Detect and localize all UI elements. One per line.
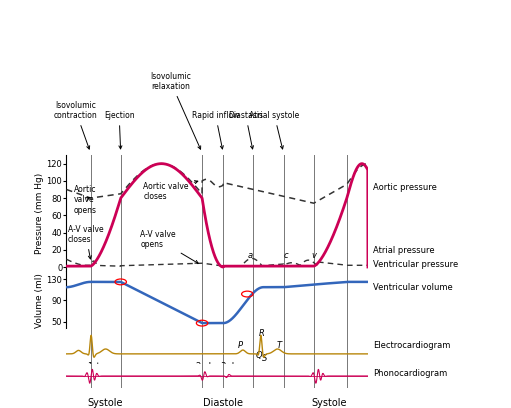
Text: Ventricular pressure: Ventricular pressure — [373, 260, 458, 269]
Y-axis label: Pressure (mm Hg): Pressure (mm Hg) — [35, 173, 44, 254]
Text: v: v — [312, 251, 317, 259]
Text: Systole: Systole — [88, 398, 123, 408]
Text: c: c — [283, 251, 288, 259]
Text: Systole: Systole — [311, 398, 346, 408]
Text: A-V valve
closes: A-V valve closes — [68, 224, 104, 259]
Text: Atrial systole: Atrial systole — [249, 111, 299, 149]
Y-axis label: Volume (ml): Volume (ml) — [35, 273, 43, 328]
Text: Ventricular volume: Ventricular volume — [373, 283, 453, 292]
Text: Q: Q — [255, 351, 262, 360]
Text: Diastole: Diastole — [203, 398, 243, 408]
Text: Atrial pressure: Atrial pressure — [373, 246, 435, 255]
Text: Aortic
valve
opens: Aortic valve opens — [74, 185, 97, 215]
Text: Rapid inflow: Rapid inflow — [192, 111, 239, 149]
Text: A-V valve
opens: A-V valve opens — [141, 230, 198, 263]
Text: T: T — [276, 341, 282, 350]
Text: Aortic valve
closes: Aortic valve closes — [143, 181, 198, 201]
Text: P: P — [237, 341, 242, 350]
Text: R: R — [259, 329, 265, 338]
Text: Isovolumic
relaxation: Isovolumic relaxation — [150, 72, 201, 149]
Text: 1st: 1st — [87, 362, 100, 371]
Text: Aortic pressure: Aortic pressure — [373, 183, 437, 192]
Text: Diastasis: Diastasis — [228, 111, 263, 149]
Text: 3rd: 3rd — [221, 362, 235, 371]
Text: S: S — [262, 354, 267, 363]
Text: a: a — [247, 251, 252, 259]
Text: Electrocardiogram: Electrocardiogram — [373, 341, 450, 350]
Text: Isovolumic
contraction: Isovolumic contraction — [54, 101, 98, 149]
Text: Ejection: Ejection — [104, 111, 134, 149]
Text: Phonocardiogram: Phonocardiogram — [373, 369, 447, 378]
Text: 2nd: 2nd — [196, 362, 212, 371]
